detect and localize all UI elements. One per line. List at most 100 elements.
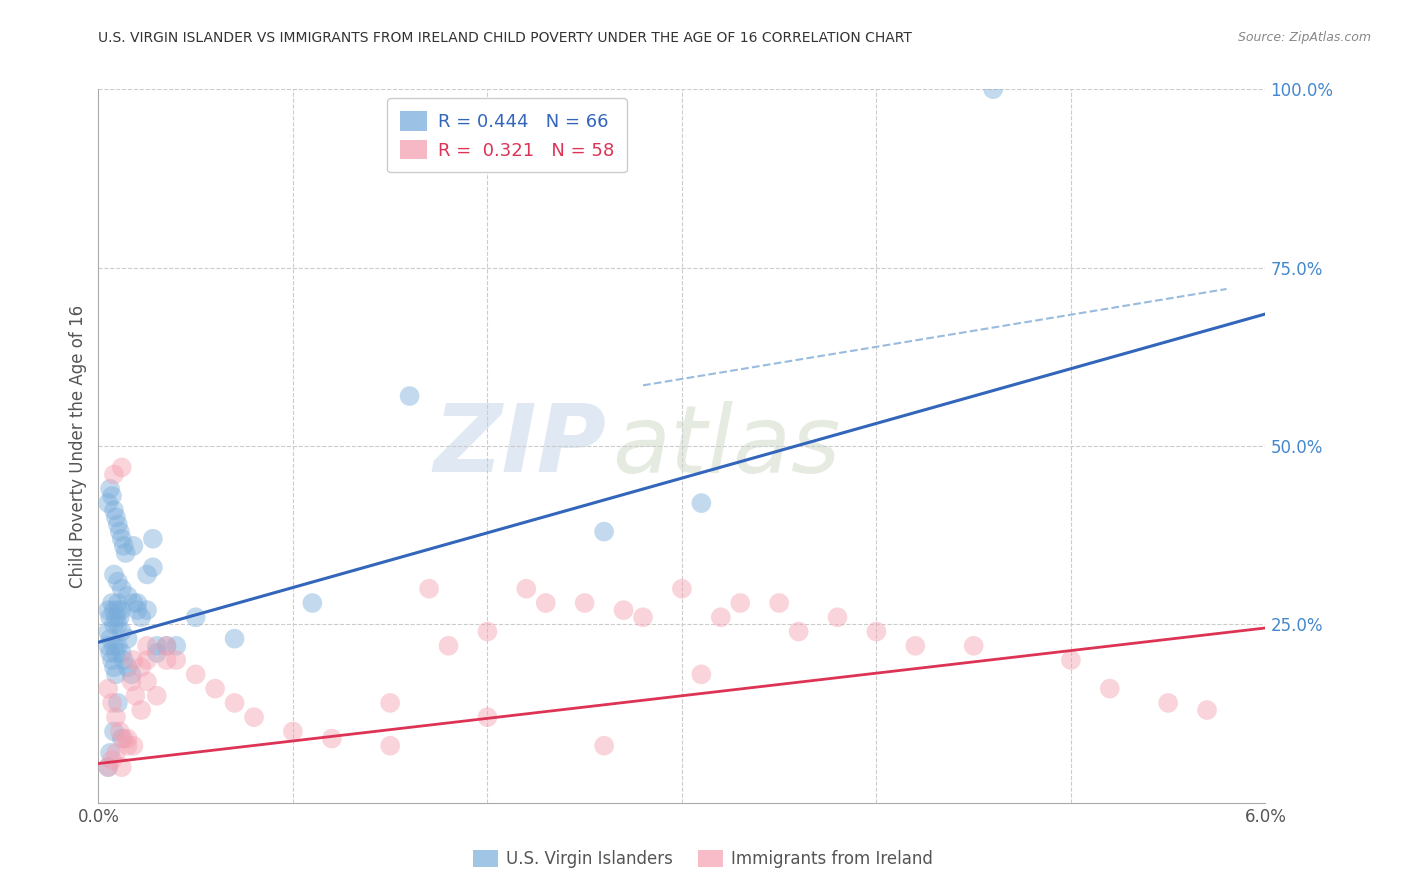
Point	[103, 567, 125, 582]
Point	[224, 696, 246, 710]
Point	[515, 582, 537, 596]
Point	[981, 82, 1004, 96]
Point	[103, 503, 125, 517]
Point	[321, 731, 343, 746]
Point	[165, 639, 187, 653]
Point	[117, 660, 139, 674]
Point	[104, 510, 127, 524]
Point	[281, 724, 304, 739]
Point	[378, 739, 402, 753]
Point	[101, 596, 124, 610]
Point	[122, 596, 145, 610]
Point	[184, 667, 207, 681]
Point	[710, 610, 733, 624]
Point	[122, 739, 145, 753]
Point	[1195, 703, 1218, 717]
Point	[690, 496, 713, 510]
Point	[121, 667, 143, 681]
Point	[437, 639, 460, 653]
Point	[204, 681, 226, 696]
Point	[111, 532, 134, 546]
Point	[155, 639, 177, 653]
Point	[155, 639, 177, 653]
Point	[122, 539, 145, 553]
Point	[146, 646, 169, 660]
Point	[136, 603, 159, 617]
Point	[111, 624, 134, 639]
Point	[111, 731, 134, 746]
Point	[101, 489, 124, 503]
Point	[101, 653, 124, 667]
Point	[827, 610, 849, 624]
Point	[98, 610, 121, 624]
Point	[98, 746, 121, 760]
Point	[107, 574, 129, 589]
Text: ZIP: ZIP	[433, 400, 606, 492]
Point	[129, 703, 152, 717]
Point	[112, 539, 135, 553]
Point	[117, 589, 139, 603]
Point	[98, 632, 121, 646]
Point	[111, 646, 134, 660]
Point	[104, 746, 127, 760]
Point	[101, 753, 124, 767]
Point	[534, 596, 557, 610]
Point	[114, 546, 136, 560]
Point	[103, 660, 125, 674]
Point	[612, 603, 634, 617]
Point	[146, 639, 169, 653]
Point	[107, 603, 129, 617]
Point	[146, 689, 169, 703]
Y-axis label: Child Poverty Under the Age of 16: Child Poverty Under the Age of 16	[69, 304, 87, 588]
Point	[104, 610, 127, 624]
Point	[108, 724, 131, 739]
Point	[155, 653, 177, 667]
Point	[142, 532, 165, 546]
Point	[768, 596, 790, 610]
Point	[97, 639, 120, 653]
Point	[631, 610, 654, 624]
Point	[224, 632, 246, 646]
Point	[124, 689, 146, 703]
Point	[117, 739, 139, 753]
Legend: R = 0.444   N = 66, R =  0.321   N = 58: R = 0.444 N = 66, R = 0.321 N = 58	[387, 98, 627, 172]
Point	[122, 653, 145, 667]
Point	[117, 731, 139, 746]
Point	[1060, 653, 1083, 667]
Point	[97, 603, 120, 617]
Point	[103, 467, 125, 482]
Text: atlas: atlas	[612, 401, 841, 491]
Point	[112, 731, 135, 746]
Point	[127, 596, 149, 610]
Point	[593, 739, 616, 753]
Point	[104, 667, 127, 681]
Point	[301, 596, 323, 610]
Point	[136, 639, 159, 653]
Text: U.S. VIRGIN ISLANDER VS IMMIGRANTS FROM IRELAND CHILD POVERTY UNDER THE AGE OF 1: U.S. VIRGIN ISLANDER VS IMMIGRANTS FROM …	[98, 31, 912, 45]
Point	[103, 617, 125, 632]
Point	[98, 646, 121, 660]
Point	[111, 460, 134, 475]
Point	[136, 567, 159, 582]
Point	[690, 667, 713, 681]
Point	[97, 760, 120, 774]
Point	[671, 582, 693, 596]
Point	[107, 639, 129, 653]
Point	[378, 696, 402, 710]
Point	[1098, 681, 1121, 696]
Point	[165, 653, 187, 667]
Point	[103, 724, 125, 739]
Point	[98, 482, 121, 496]
Point	[108, 524, 131, 539]
Point	[962, 639, 984, 653]
Point	[111, 603, 134, 617]
Point	[104, 710, 127, 724]
Point	[97, 624, 120, 639]
Point	[728, 596, 751, 610]
Point	[111, 760, 134, 774]
Point	[97, 681, 120, 696]
Point	[477, 710, 499, 724]
Point	[107, 617, 129, 632]
Point	[107, 596, 129, 610]
Legend: U.S. Virgin Islanders, Immigrants from Ireland: U.S. Virgin Islanders, Immigrants from I…	[467, 843, 939, 875]
